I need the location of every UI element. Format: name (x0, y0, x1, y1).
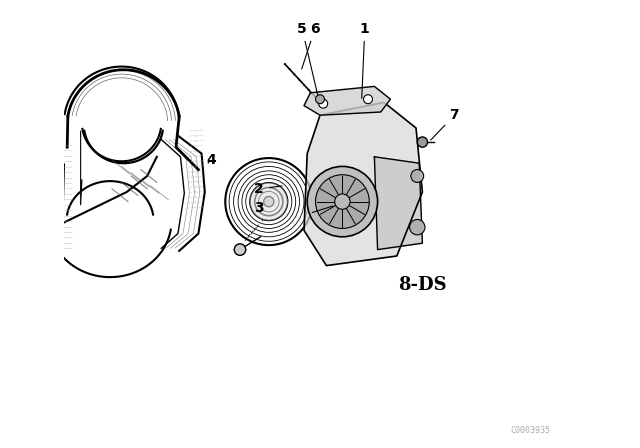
Polygon shape (304, 103, 422, 266)
Circle shape (364, 95, 372, 103)
Circle shape (335, 194, 350, 209)
Text: 6: 6 (301, 22, 320, 69)
Circle shape (307, 166, 378, 237)
Circle shape (417, 137, 428, 147)
Circle shape (264, 197, 274, 207)
Circle shape (250, 183, 287, 220)
Polygon shape (374, 157, 422, 250)
Text: 2: 2 (254, 182, 282, 196)
Text: 8-DS: 8-DS (398, 276, 447, 294)
Text: 3: 3 (254, 201, 264, 221)
Circle shape (234, 244, 246, 255)
Circle shape (411, 170, 424, 182)
Text: C0003935: C0003935 (511, 426, 550, 435)
Polygon shape (304, 86, 390, 115)
Text: 1: 1 (360, 22, 370, 99)
Circle shape (319, 99, 328, 108)
Text: 5: 5 (297, 22, 318, 96)
Circle shape (316, 175, 369, 228)
Text: 7: 7 (431, 108, 460, 140)
Circle shape (410, 220, 425, 235)
Text: 4: 4 (206, 153, 216, 167)
Circle shape (316, 95, 324, 103)
